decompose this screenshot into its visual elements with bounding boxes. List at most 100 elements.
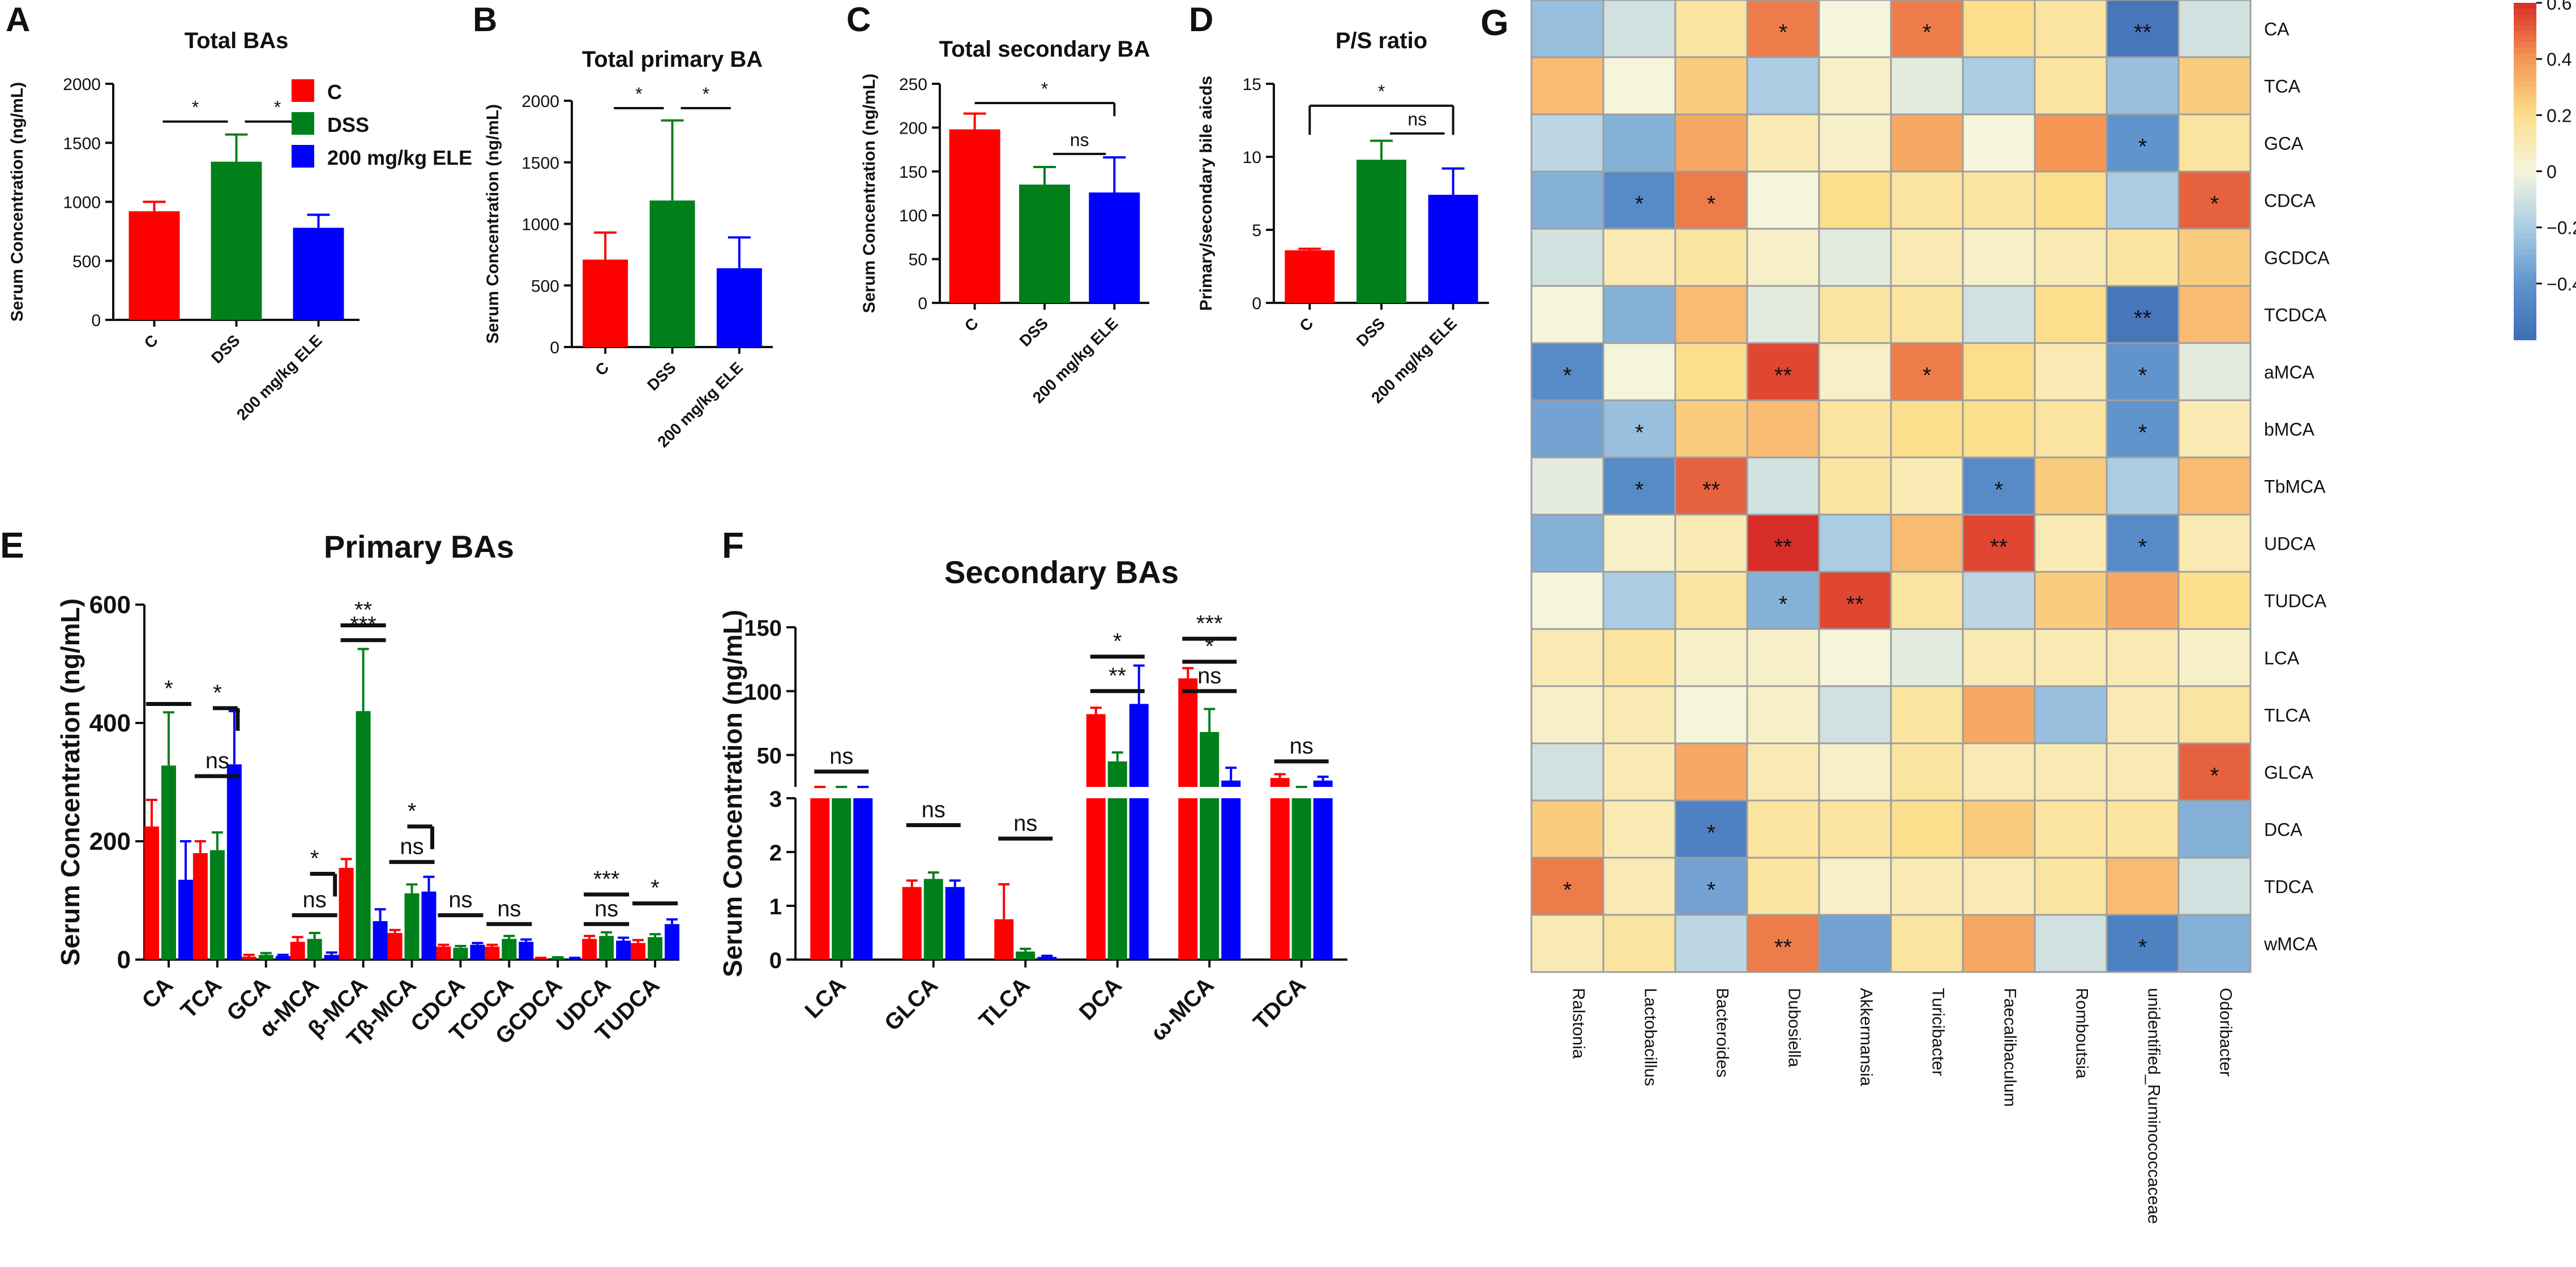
- heatmap-cell: [1530, 170, 1604, 230]
- x-tick-label: TDCA: [1248, 973, 1311, 1035]
- heatmap-cell: [1530, 285, 1604, 344]
- heatmap-col-label: Akkermansia: [1857, 988, 1876, 1086]
- heatmap-cell: [1962, 571, 2036, 630]
- bar: [387, 932, 403, 960]
- heatmap-cell: [1602, 228, 1676, 287]
- y-tick-label: 0: [769, 948, 782, 973]
- x-tick-label: 200 mg/kg ELE: [233, 331, 326, 423]
- colorbar-segment: [2514, 182, 2536, 189]
- legend-label-c: C: [327, 80, 342, 104]
- y-axis-label: Serum Concentration (ng/mL): [718, 610, 747, 977]
- colorbar-segment: [2514, 255, 2536, 262]
- bar: [923, 879, 943, 960]
- significance-label: ns: [922, 798, 945, 823]
- y-tick-label: 250: [899, 75, 927, 94]
- heatmap-cell: [1890, 113, 1964, 173]
- bar: [1270, 798, 1290, 960]
- heatmap-cell: [1746, 628, 1820, 687]
- heatmap-cell: [1818, 170, 1892, 230]
- heatmap-star: *: [2210, 192, 2219, 217]
- bar: [1313, 780, 1333, 787]
- heatmap-cell: [1890, 857, 1964, 916]
- bar: [258, 954, 273, 960]
- heatmap-cell: [1602, 571, 1676, 630]
- heatmap-cell: [2177, 571, 2252, 630]
- heatmap-cell: [1602, 170, 1676, 230]
- colorbar-segment: [2514, 311, 2536, 318]
- y-tick-label: 2000: [521, 92, 559, 111]
- heatmap-cell: [1818, 857, 1892, 916]
- y-tick-label: 1500: [521, 154, 559, 173]
- y-tick-label: 0: [550, 339, 559, 357]
- heatmap-col-label: Ralstonia: [1569, 988, 1588, 1059]
- heatmap-cell: [1818, 113, 1892, 173]
- colorbar-segment: [2514, 104, 2536, 110]
- colorbar-segment: [2514, 109, 2536, 116]
- colorbar-segment: [2514, 289, 2536, 296]
- x-tick-label: GLCA: [880, 973, 943, 1035]
- significance-label: *: [274, 97, 281, 118]
- heatmap-cell: [1602, 513, 1676, 573]
- colorbar-tick-label: 0: [2547, 162, 2557, 182]
- x-tick-label: ω-MCA: [1146, 973, 1219, 1046]
- heatmap-col-label: Lactobacillus: [1641, 988, 1660, 1086]
- heatmap-cell: [1602, 857, 1676, 916]
- heatmap-cell: [2106, 914, 2180, 973]
- significance-label: ns: [303, 888, 327, 913]
- heatmap-star: **: [1990, 535, 2008, 560]
- heatmap-star: *: [2138, 363, 2147, 388]
- colorbar-segment: [2514, 188, 2536, 195]
- heatmap-cell: [1602, 113, 1676, 173]
- heatmap-row-label: TLCA: [2264, 705, 2310, 726]
- bar: [324, 954, 339, 960]
- bar: [550, 957, 566, 960]
- heatmap-cell: [1530, 513, 1604, 573]
- colorbar-segment: [2514, 328, 2536, 335]
- heatmap-cell: [1674, 513, 1748, 573]
- panel-letter: B: [473, 1, 497, 38]
- heatmap-cell: [1818, 513, 1892, 573]
- heatmap-star: *: [1563, 363, 1572, 388]
- heatmap-cell: [2106, 628, 2180, 687]
- significance-label: ns: [206, 748, 229, 773]
- heatmap-cell: [1962, 228, 2036, 287]
- y-tick-label: 3: [769, 787, 782, 812]
- heatmap-cell: [1890, 228, 1964, 287]
- heatmap-cell: [2034, 170, 2108, 230]
- chart-title: Primary BAs: [324, 529, 514, 564]
- heatmap-row-label: GCDCA: [2264, 248, 2330, 268]
- colorbar-segment: [2514, 227, 2536, 234]
- heatmap-cell: [2106, 56, 2180, 115]
- heatmap-cell: [2034, 742, 2108, 802]
- y-tick-label: 600: [89, 591, 131, 619]
- y-tick-label: 2: [769, 841, 782, 866]
- heatmap-row-label: TDCA: [2264, 877, 2314, 897]
- heatmap-cell: [1530, 113, 1604, 173]
- heatmap-cell: [1746, 742, 1820, 802]
- bar: [665, 924, 680, 960]
- colorbar-segment: [2514, 36, 2536, 43]
- bar: [1129, 798, 1149, 960]
- chart-title: Total BAs: [185, 28, 289, 53]
- heatmap-cell: [1530, 685, 1604, 744]
- axis-break-gap: [784, 788, 1353, 797]
- colorbar-segment: [2514, 267, 2536, 273]
- heatmap-cell: [1530, 456, 1604, 516]
- heatmap-cell: [2034, 685, 2108, 744]
- bar: [192, 853, 208, 960]
- heatmap-cell: [2177, 914, 2252, 973]
- significance-label: ns: [448, 888, 472, 913]
- heatmap-star: *: [2138, 535, 2147, 560]
- colorbar-segment: [2514, 3, 2536, 9]
- y-tick-label: 100: [899, 207, 927, 225]
- heatmap-cell: [1890, 342, 1964, 401]
- bar: [1357, 160, 1406, 303]
- bar: [502, 939, 517, 960]
- significance-label: ns: [497, 896, 521, 921]
- heatmap-star: **: [1702, 478, 1720, 503]
- legend-label-dss: DSS: [327, 113, 369, 136]
- colorbar-segment: [2514, 323, 2536, 329]
- heatmap-cell: [2106, 170, 2180, 230]
- heatmap-cell: [1962, 285, 2036, 344]
- colorbar-tick-label: 0.4: [2547, 49, 2571, 70]
